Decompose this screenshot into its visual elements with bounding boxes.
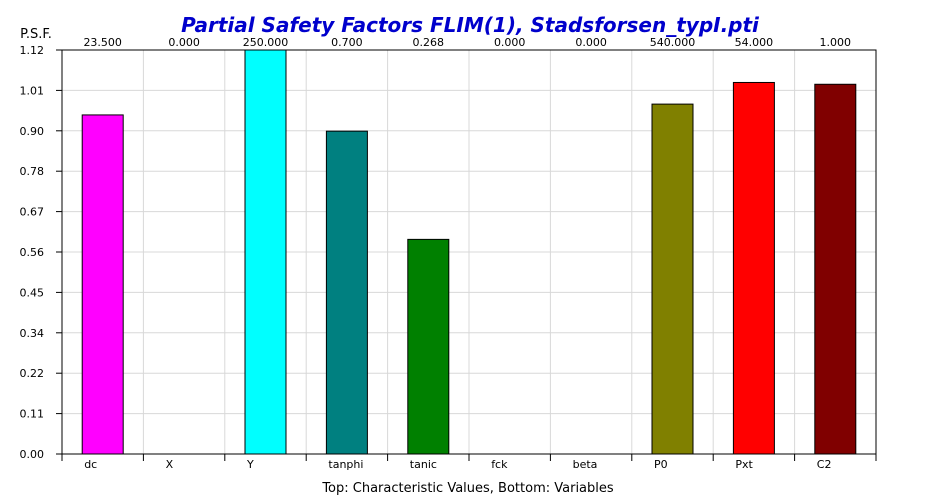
top-value-label: 1.000: [820, 36, 852, 49]
bar-y: [244, 49, 287, 455]
y-tick-label: 0.00: [20, 448, 45, 461]
x-category-label: P0: [654, 458, 668, 471]
y-tick-label: 1.01: [20, 84, 45, 97]
y-tick-label: 0.34: [20, 327, 45, 340]
y-tick-label: 0.78: [20, 165, 45, 178]
y-tick-label: 1.12: [20, 44, 45, 57]
top-value-label: 54.000: [735, 36, 774, 49]
x-category-label: tanphi: [328, 458, 363, 471]
y-tick-label: 0.56: [20, 246, 45, 259]
y-ticks: 1.12 1.01 0.90 0.78 0.67 0.56 0.45 0.34 0.22 0.11…: [20, 44, 62, 461]
y-tick-label: 0.67: [20, 206, 45, 219]
bars: [81, 49, 857, 455]
top-value-label: 540.000: [650, 36, 696, 49]
chart-title: Partial Safety Factors FLIM(1), Stadsfor…: [181, 13, 760, 37]
top-value-label: 0.268: [413, 36, 445, 49]
y-tick-label: 0.45: [20, 286, 45, 299]
x-category-label: dc: [84, 458, 97, 471]
x-category-label: beta: [573, 458, 598, 471]
bar-tanphi: [325, 130, 368, 455]
x-category-label: Y: [246, 458, 254, 471]
y-tick-label: 0.22: [20, 367, 45, 380]
bar-p0: [651, 103, 694, 455]
x-axis-label: Top: Characteristic Values, Bottom: Vari…: [321, 481, 614, 496]
x-category-label: Pxt: [735, 458, 753, 471]
y-axis-label: P.S.F.: [20, 27, 52, 42]
bar-tanic: [407, 238, 450, 455]
x-category-label: tanic: [410, 458, 437, 471]
x-category-label: X: [166, 458, 174, 471]
top-value-label: 250.000: [243, 36, 289, 49]
bar-dc: [81, 114, 124, 455]
top-value-label: 23.500: [83, 36, 122, 49]
top-value-label: 0.000: [168, 36, 200, 49]
top-value-label: 0.000: [494, 36, 526, 49]
bar-pxt: [732, 81, 775, 455]
top-value-label: 0.000: [575, 36, 607, 49]
y-tick-label: 0.90: [20, 125, 45, 138]
x-category-label: C2: [817, 458, 832, 471]
x-category-label: fck: [491, 458, 508, 471]
y-tick-label: 0.11: [20, 408, 45, 421]
top-value-label: 0.700: [331, 36, 363, 49]
top-labels: 23.500 0.000 250.000 0.700 0.268 0.000 0.000 54…: [83, 36, 851, 49]
bar-c2: [814, 83, 857, 455]
